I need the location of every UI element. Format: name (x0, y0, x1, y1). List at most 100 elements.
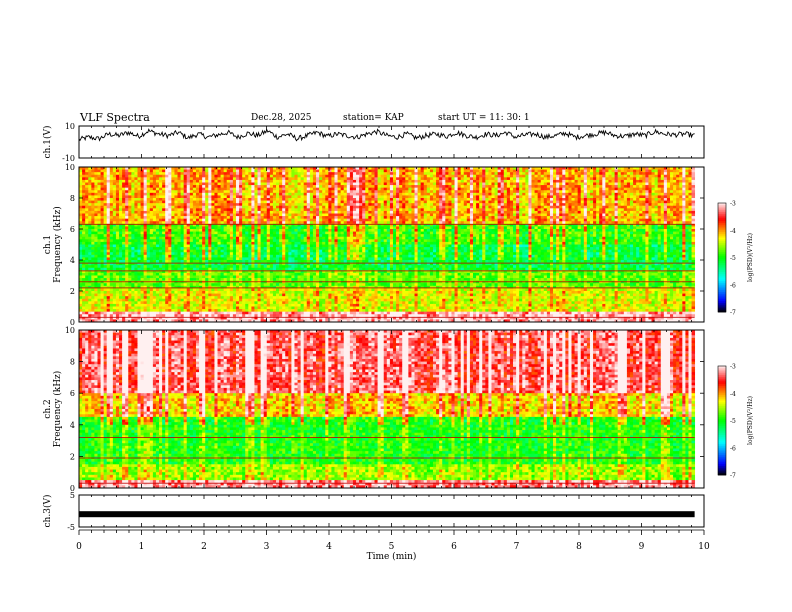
ch1-spectrogram-cell (666, 192, 671, 196)
ch1-spectrogram-cell (288, 167, 292, 170)
ch1-spectrogram-cell (319, 174, 323, 178)
ch1-spectrogram-cell (137, 213, 141, 217)
ch1-spectrogram-cell (611, 187, 615, 191)
ch1-spectrogram-cell (171, 208, 175, 212)
ch1-spectrogram-cell (112, 223, 117, 227)
ch1-spectrogram-cell (593, 167, 597, 170)
ch1-spectrogram-cell (503, 210, 508, 214)
ch1-spectrogram-cell (349, 216, 354, 220)
ch1-spectrogram-cell (340, 210, 345, 214)
ch1-spectrogram-cell (629, 205, 634, 209)
ch1-spectrogram-cell (670, 185, 674, 189)
ch1-spectrogram-cell (636, 223, 640, 227)
ch1-spectrogram-cell (186, 216, 191, 220)
ch1-spectrogram-cell (506, 187, 511, 191)
ch1-spectrogram-cell (605, 167, 609, 170)
ch1-spectrogram-cell (322, 213, 326, 217)
ch1-spectrogram-cell (248, 229, 252, 232)
ch1-spectrogram-cell (436, 185, 440, 189)
ch1-spectrogram-cell (279, 221, 283, 225)
ch1-spectrogram-cell (174, 177, 178, 181)
ch1-spectrogram-cell (214, 187, 218, 191)
ch1-spectrogram-cell (125, 208, 129, 212)
ch1-spectrogram-cell (599, 221, 603, 225)
ch1-spectrogram-cell (131, 210, 135, 214)
ch1-spectrogram-cell (205, 210, 209, 214)
ch1-spectrogram-cell (266, 177, 271, 181)
ch1-spectrogram-cell (537, 177, 542, 181)
ch1-spectrogram-cell (556, 169, 560, 173)
ch1-spectrogram-cell (82, 203, 86, 207)
ch1-spectrogram-cell (451, 185, 455, 189)
ch1-spectrogram-cell (568, 218, 572, 222)
ch1-spectrogram-cell (192, 177, 197, 181)
ch1-spectrogram-cell (325, 216, 329, 220)
ch1-spectrogram-cell (171, 167, 175, 170)
ch1-spectrogram-cell (297, 216, 302, 220)
ch1-spectrogram-cell (392, 213, 397, 217)
ch1-spectrogram-cell (513, 177, 517, 181)
ch1-spectrogram-cell (491, 195, 495, 199)
ch1-spectrogram-cell (420, 221, 425, 225)
ch1-spectrogram-cell (436, 223, 440, 227)
ch1-spectrogram-cell (183, 200, 188, 204)
ch1-spectrogram-cell (463, 172, 468, 176)
ch1-spectrogram-cell (685, 218, 689, 222)
ch1-spectrogram-cell (79, 205, 83, 209)
ch1-spectrogram-cell (408, 182, 412, 186)
ch1-spectrogram-cell (343, 218, 348, 222)
ch1-spectrogram-cell (639, 190, 643, 194)
ch1-spectrogram-cell (220, 167, 225, 170)
ch1-spectrogram-cell (611, 177, 615, 181)
ch1-spectrogram-cell (303, 179, 308, 183)
ch1-spectrogram-cell (325, 205, 329, 209)
ch1-spectrogram-cell (220, 203, 225, 207)
ch1-spectrogram-cell (405, 174, 409, 178)
ch1-spectrogram-cell (122, 216, 126, 220)
ch1-spectrogram-cell (454, 200, 459, 204)
ch1-spectrogram-cell (235, 172, 240, 176)
ch1-spectrogram-cell (488, 226, 492, 230)
ch1-spectrogram-cell (254, 200, 258, 204)
ch1-spectrogram-cell (309, 223, 314, 227)
ch1-spectrogram-cell (513, 190, 517, 194)
ch1-spectrogram-cell (577, 210, 582, 214)
ch1-spectrogram-cell (682, 192, 686, 196)
ch1-spectrogram-cell (140, 203, 145, 207)
ch1-spectrogram-cell (466, 169, 471, 173)
ch1-spectrogram-cell (633, 187, 637, 191)
ch1-spectrogram-cell (688, 200, 692, 204)
ch1-spectrogram-cell (546, 208, 551, 212)
ch1-spectrogram-cell (516, 167, 520, 170)
ch1-spectrogram-cell (232, 200, 237, 204)
ch1-spectrogram-cell (91, 218, 95, 222)
ch1-spectrogram-cell (448, 200, 452, 204)
ch1-spectrogram-cell (85, 221, 89, 225)
ch1-spectrogram-cell (559, 221, 563, 225)
ch1-spectrogram-cell (312, 198, 317, 201)
ch1-spectrogram-cell (346, 169, 351, 173)
ch1-spectrogram-cell (131, 195, 135, 199)
ch1-spectrogram-cell (479, 208, 483, 212)
ch1-spectrogram-cell (103, 185, 108, 189)
ch1-spectrogram-cell (88, 226, 92, 230)
ch1-spectrogram-cell (586, 226, 591, 230)
ch1-spectrogram-cell (476, 167, 480, 170)
ch1-spectrogram-cell (368, 177, 372, 181)
ch1-spectrogram-cell (509, 213, 514, 217)
ch1-spectrogram-cell (371, 200, 375, 204)
ch1-spectrogram-cell (540, 223, 545, 227)
ch1-spectrogram-cell (556, 226, 560, 230)
ch1-spectrogram-cell (322, 182, 326, 186)
ch1-spectrogram-cell (522, 177, 526, 181)
ch1-spectrogram-cell (94, 174, 98, 178)
ch1-spectrogram-cell (303, 185, 308, 189)
ch1-spectrogram-cell (626, 169, 631, 173)
ch1-spectrogram-cell (291, 200, 295, 204)
ch1-spectrogram-cell (242, 190, 246, 194)
ch1-spectrogram-cell (423, 177, 428, 181)
ch1-spectrogram-cell (312, 216, 317, 220)
ch1-spectrogram-cell (226, 195, 231, 199)
ch1-spectrogram-cell (605, 221, 609, 225)
ch1-spectrogram-cell (399, 187, 403, 191)
